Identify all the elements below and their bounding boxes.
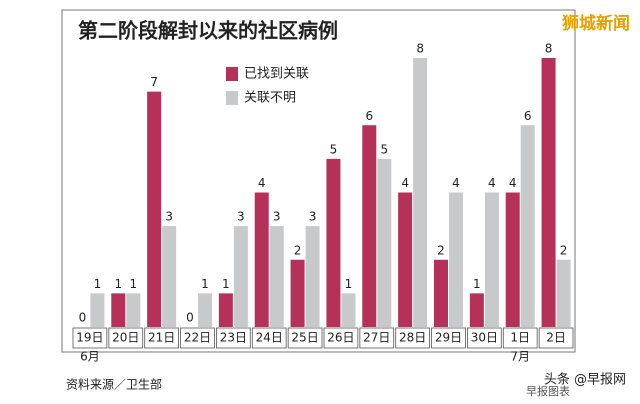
bar: [541, 58, 556, 327]
legend-swatch: [226, 91, 238, 105]
bar: [398, 192, 413, 327]
category-cell: [108, 327, 144, 349]
value-label: 2: [437, 243, 445, 257]
category-cell: [180, 327, 215, 349]
x-tick-label: 22日: [184, 331, 211, 345]
credit: 早报图表: [526, 384, 570, 398]
bar: [520, 125, 535, 327]
category-cell: [538, 327, 574, 349]
bar: [198, 293, 212, 327]
x-tick-label: 30日: [471, 331, 498, 345]
chart-title: 第二阶段解封以来的社区病例: [78, 19, 338, 43]
bar: [326, 158, 341, 327]
value-label: 4: [488, 176, 496, 190]
bar: [413, 58, 428, 327]
x-tick-label: 21日: [148, 331, 175, 345]
value-label: 1: [94, 277, 102, 291]
bar: [254, 192, 269, 327]
category-cell: [431, 327, 466, 349]
watermark: 头条 @早报网: [544, 372, 626, 388]
x-tick-label: 29日: [435, 331, 462, 345]
value-label: 3: [165, 210, 173, 224]
x-tick-label: 27日: [363, 331, 390, 345]
category-cell: [72, 327, 108, 349]
value-label: 7: [150, 75, 158, 89]
value-label: 1: [473, 277, 481, 291]
value-label: 5: [330, 142, 338, 156]
legend-label: 已找到关联: [244, 67, 309, 82]
month-label: 7月: [510, 350, 530, 364]
x-tick-label: 2日: [546, 331, 566, 345]
bar: [449, 192, 463, 327]
value-label: 2: [560, 243, 568, 257]
source: 资料来源／卫生部: [66, 377, 162, 392]
bar: [341, 293, 356, 327]
bar: [269, 226, 284, 327]
category-cell: [144, 327, 179, 349]
month-label: 6月: [80, 350, 100, 364]
x-tick-label: 24日: [256, 331, 283, 345]
legend-swatch: [226, 67, 238, 81]
value-label: 1: [222, 277, 230, 291]
chart-frame: [61, 9, 576, 353]
bar: [434, 259, 448, 327]
category-cell: [251, 327, 287, 349]
value-label: 1: [114, 277, 122, 291]
category-cell: [359, 327, 395, 349]
value-label: 5: [380, 142, 388, 156]
x-tick-label: 28日: [399, 331, 426, 345]
bar: [377, 158, 392, 327]
value-label: 6: [524, 109, 532, 123]
bar: [484, 192, 499, 327]
value-label: 1: [129, 277, 137, 291]
x-tick-label: 1日: [510, 331, 530, 345]
title-background: [70, 14, 370, 48]
value-label: 0: [79, 311, 87, 325]
value-label: 3: [237, 210, 245, 224]
category-cell: [323, 327, 359, 349]
bar: [362, 125, 377, 327]
value-label: 8: [416, 42, 424, 56]
category-cell: [216, 327, 251, 349]
category-cell: [287, 327, 323, 349]
x-tick-label: 20日: [112, 331, 139, 345]
bar: [218, 293, 233, 327]
watermark: 狮城新闻: [561, 13, 630, 34]
category-cell: [467, 327, 502, 349]
bar: [162, 226, 177, 327]
bar: [111, 293, 126, 327]
bar: [305, 226, 320, 327]
value-label: 4: [509, 176, 517, 190]
value-label: 3: [273, 210, 281, 224]
bar: [147, 91, 162, 327]
value-label: 1: [345, 277, 353, 291]
x-tick-label: 25日: [291, 331, 318, 345]
bar: [290, 259, 305, 327]
bar: [233, 226, 248, 327]
value-label: 4: [401, 176, 409, 190]
bar: [556, 259, 571, 327]
bar: [126, 293, 141, 327]
value-label: 4: [258, 176, 266, 190]
value-label: 0: [186, 311, 194, 325]
value-label: 4: [452, 176, 460, 190]
x-tick-label: 26日: [327, 331, 354, 345]
value-label: 8: [545, 42, 553, 56]
value-label: 2: [294, 243, 302, 257]
x-tick-label: 19日: [76, 331, 103, 345]
x-tick-label: 23日: [220, 331, 247, 345]
value-label: 6: [365, 109, 373, 123]
bar: [505, 192, 520, 327]
category-cell: [395, 327, 430, 349]
legend-label: 关联不明: [244, 91, 296, 106]
category-cell: [502, 327, 538, 349]
value-label: 1: [201, 277, 209, 291]
value-label: 3: [309, 210, 317, 224]
bar: [90, 293, 105, 327]
bar: [469, 293, 484, 327]
